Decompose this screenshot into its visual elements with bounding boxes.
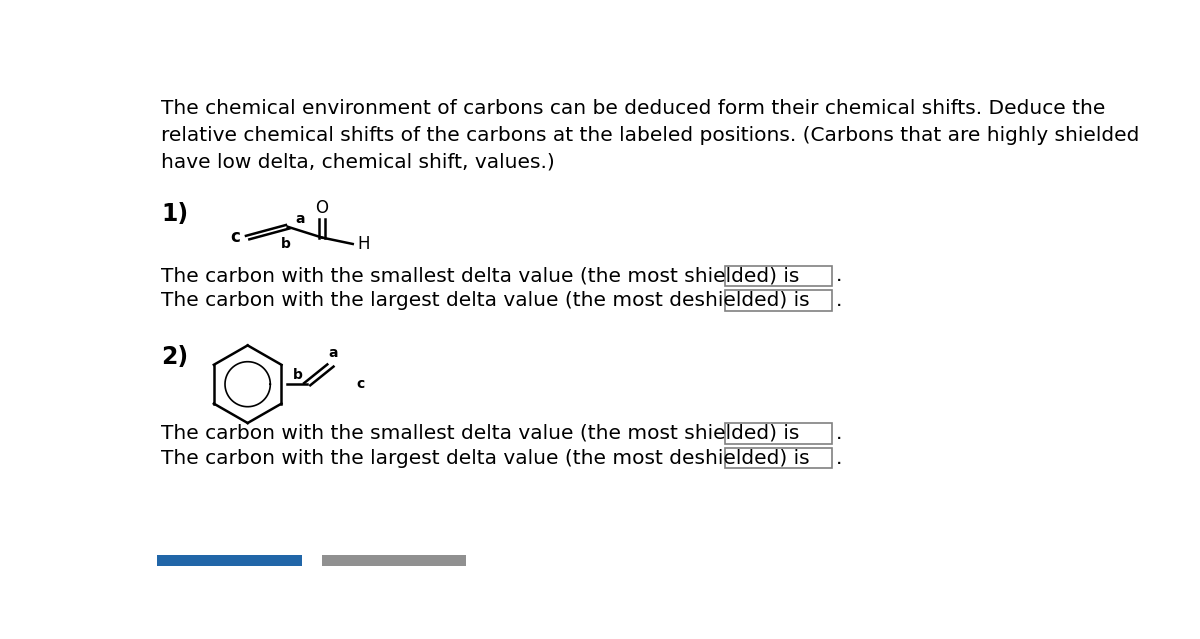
- Text: The carbon with the largest delta value (the most deshielded) is: The carbon with the largest delta value …: [161, 449, 810, 468]
- Text: a: a: [295, 212, 305, 226]
- Text: have low delta, chemical shift, values.): have low delta, chemical shift, values.): [161, 153, 554, 172]
- Text: b: b: [281, 236, 290, 250]
- Text: 2): 2): [161, 345, 188, 369]
- Text: .: .: [836, 449, 842, 468]
- Text: .: .: [836, 291, 842, 310]
- Text: .: .: [836, 266, 842, 286]
- Text: .: .: [836, 424, 842, 443]
- Text: relative chemical shifts of the carbons at the labeled positions. (Carbons that : relative chemical shifts of the carbons …: [161, 126, 1140, 145]
- Bar: [725, 290, 832, 311]
- Bar: [725, 423, 832, 443]
- Text: c: c: [356, 377, 365, 391]
- Bar: [725, 266, 832, 286]
- Text: The chemical environment of carbons can be deduced form their chemical shifts. D: The chemical environment of carbons can …: [161, 99, 1105, 118]
- Text: O: O: [316, 199, 329, 217]
- Bar: [157, 555, 301, 566]
- Text: H: H: [358, 235, 370, 253]
- Text: The carbon with the smallest delta value (the most shielded) is: The carbon with the smallest delta value…: [161, 266, 799, 286]
- Text: The carbon with the largest delta value (the most deshielded) is: The carbon with the largest delta value …: [161, 291, 810, 310]
- Text: The carbon with the smallest delta value (the most shielded) is: The carbon with the smallest delta value…: [161, 424, 799, 443]
- Text: c: c: [230, 227, 240, 245]
- Text: a: a: [329, 346, 338, 360]
- Text: b: b: [293, 367, 302, 381]
- Text: 1): 1): [161, 202, 188, 226]
- Bar: [322, 555, 466, 566]
- Bar: [725, 448, 832, 468]
